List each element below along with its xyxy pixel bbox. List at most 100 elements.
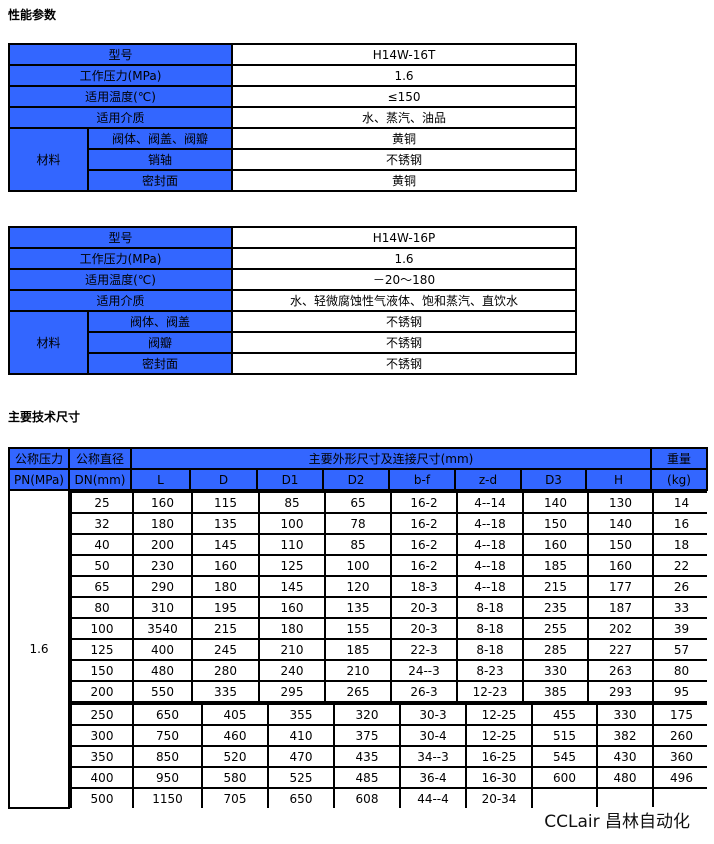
table-cell: 22 xyxy=(652,554,707,577)
table-cell: 85 xyxy=(258,491,326,514)
table-cell xyxy=(531,787,598,808)
material-value: 不锈钢 xyxy=(231,148,577,171)
table-cell: 150 xyxy=(522,512,589,535)
table-cell: 135 xyxy=(324,596,392,619)
table-cell: 350 xyxy=(70,745,134,768)
table-cell: 545 xyxy=(531,745,598,768)
table-cell: 18 xyxy=(652,533,707,556)
table-cell: 480 xyxy=(132,659,193,682)
material-part: 密封面 xyxy=(86,169,234,192)
table-row: 40 200 145 110 85 16-2 4--18 160 150 18 xyxy=(70,533,707,556)
table-cell: 4--18 xyxy=(456,575,524,598)
table-cell: 850 xyxy=(132,745,203,768)
table-cell: 155 xyxy=(324,617,392,640)
material-part: 阀瓣 xyxy=(86,331,234,354)
table-cell: 160 xyxy=(522,533,589,556)
table-cell: 100 xyxy=(324,554,392,577)
table-cell: 185 xyxy=(324,638,392,661)
table-cell: 4--18 xyxy=(456,512,524,535)
column-header-l: L xyxy=(130,468,191,491)
table-cell: 110 xyxy=(258,533,326,556)
table-cell: 32 xyxy=(70,512,134,535)
dimensions-body: 25 160 115 85 65 16-2 4--14 140 130 14 32 180 135 100… xyxy=(69,490,707,808)
column-header-d2: D2 xyxy=(322,468,390,491)
material-part: 销轴 xyxy=(86,148,234,171)
table-cell: 26 xyxy=(652,575,707,598)
pressure-label: 工作压力(MPa) xyxy=(7,64,234,87)
column-header-z-d: z-d xyxy=(454,468,522,491)
table-cell: 34--3 xyxy=(399,745,467,768)
table-cell: 125 xyxy=(258,554,326,577)
pn-header: 公称压力 xyxy=(8,447,70,470)
table-cell: 290 xyxy=(132,575,193,598)
table-cell: 435 xyxy=(333,745,401,768)
table-cell: 14 xyxy=(652,491,707,514)
table-cell: 44--4 xyxy=(399,787,467,808)
table-cell: 500 xyxy=(70,787,134,808)
table-cell: 3540 xyxy=(132,617,193,640)
table-cell: 4--18 xyxy=(456,533,524,556)
table-cell: 16-30 xyxy=(465,766,533,789)
pressure-value: 1.6 xyxy=(231,247,577,270)
table-cell: 160 xyxy=(587,554,654,577)
spec-table-16p: 型号 H14W-16P 工作压力(MPa) 1.6 适用温度(℃) －20～180 适… xyxy=(7,226,577,375)
table-cell: 210 xyxy=(258,638,326,661)
table-cell: 16-2 xyxy=(390,512,458,535)
material-value: 不锈钢 xyxy=(231,310,577,333)
table-cell: 12-25 xyxy=(465,724,533,747)
table-cell: 160 xyxy=(191,554,260,577)
table-cell: 255 xyxy=(522,617,589,640)
pn-value: 1.6 xyxy=(8,489,70,809)
table-cell: 30-3 xyxy=(399,703,467,726)
table-cell: 25 xyxy=(70,491,134,514)
column-header-b-f: b-f xyxy=(388,468,456,491)
table-cell: 160 xyxy=(132,491,193,514)
table-cell: 320 xyxy=(333,703,401,726)
table-cell: 16-25 xyxy=(465,745,533,768)
material-value: 不锈钢 xyxy=(231,331,577,354)
model-label: 型号 xyxy=(7,226,234,249)
pn-unit: PN(MPa) xyxy=(8,468,70,491)
table-cell: 78 xyxy=(324,512,392,535)
table-cell: 382 xyxy=(596,724,654,747)
temp-value: －20～180 xyxy=(231,268,577,291)
section-title-performance: 性能参数 xyxy=(8,8,57,22)
table-cell: 335 xyxy=(191,680,260,703)
column-header-d: D xyxy=(189,468,258,491)
table-cell: 120 xyxy=(324,575,392,598)
table-cell: 65 xyxy=(70,575,134,598)
table-cell: 85 xyxy=(324,533,392,556)
table-cell: 240 xyxy=(258,659,326,682)
table-cell: 330 xyxy=(596,703,654,726)
table-row: 65 290 180 145 120 18-3 4--18 215 177 26 xyxy=(70,575,707,598)
table-cell: 285 xyxy=(522,638,589,661)
model-label: 型号 xyxy=(7,43,234,66)
table-cell: 50 xyxy=(70,554,134,577)
pressure-value: 1.6 xyxy=(231,64,577,87)
table-cell: 260 xyxy=(652,724,707,747)
table-cell: 33 xyxy=(652,596,707,619)
table-cell: 125 xyxy=(70,638,134,661)
table-cell: 177 xyxy=(587,575,654,598)
table-cell: 520 xyxy=(201,745,269,768)
material-part: 阀体、阀盖 xyxy=(86,310,234,333)
temp-label: 适用温度(℃) xyxy=(7,85,234,108)
table-cell: 195 xyxy=(191,596,260,619)
table-cell: 36-4 xyxy=(399,766,467,789)
table-cell: 250 xyxy=(70,703,134,726)
table-cell: 496 xyxy=(652,766,707,789)
table-cell: 600 xyxy=(531,766,598,789)
table-cell: 550 xyxy=(132,680,193,703)
table-cell: 235 xyxy=(522,596,589,619)
table-cell: 375 xyxy=(333,724,401,747)
table-cell: 180 xyxy=(191,575,260,598)
table-cell: 515 xyxy=(531,724,598,747)
medium-value: 水、蒸汽、油品 xyxy=(231,106,577,129)
table-cell: 150 xyxy=(70,659,134,682)
table-cell: 410 xyxy=(267,724,335,747)
material-value: 黄铜 xyxy=(231,127,577,150)
temp-value: ≤150 xyxy=(231,85,577,108)
table-cell: 8-18 xyxy=(456,617,524,640)
table-row: 350 850 520 470 435 34--3 16-25 545 430 360 xyxy=(70,745,707,768)
dn-unit: DN(mm) xyxy=(68,468,132,491)
